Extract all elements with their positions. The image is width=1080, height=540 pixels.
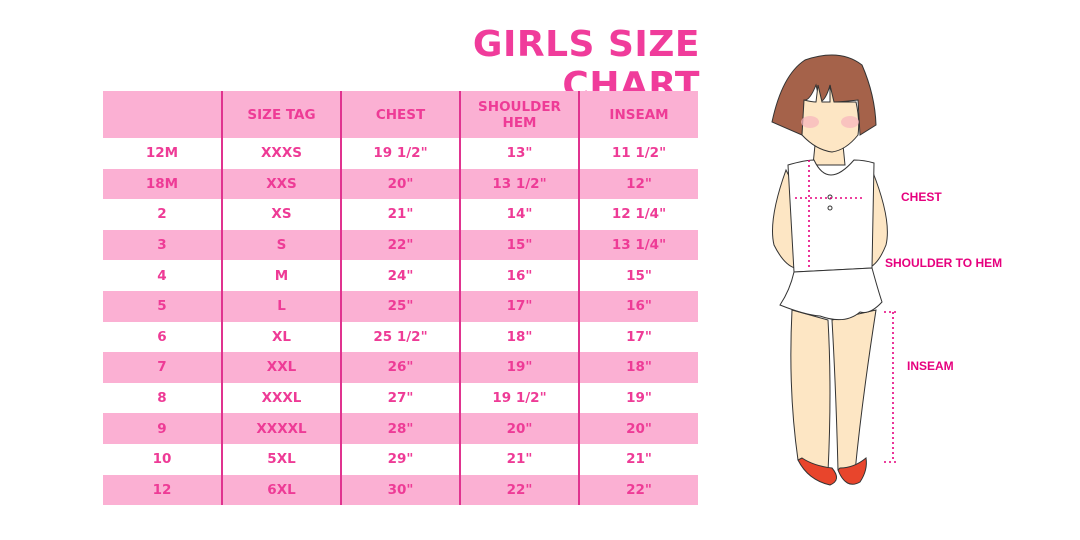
chest-label: CHEST [901, 190, 942, 204]
table-cell: XXL [221, 352, 341, 383]
skirt [779, 267, 883, 321]
table-cell: 22" [459, 474, 579, 506]
header-cell: CHEST [340, 91, 460, 138]
table-cell: 12" [578, 168, 698, 200]
table-cell: 22" [340, 229, 460, 261]
table-cell: 18M [103, 168, 222, 200]
table-cell: 17" [459, 290, 579, 322]
shirt [787, 159, 875, 273]
table-cell: 12 1/4" [578, 199, 698, 230]
table-cell: 8 [157, 390, 167, 407]
table-cell: 19" [459, 352, 579, 383]
table-cell: 14" [459, 199, 579, 230]
table-cell: 21" [459, 443, 579, 475]
table-cell: 17" [578, 321, 698, 353]
table-cell: XXXS [221, 138, 341, 169]
header-cell: SIZE TAG [221, 91, 341, 138]
table-cell: 3 [103, 229, 222, 261]
table-cell: S [221, 229, 341, 261]
legs [790, 309, 877, 473]
table-cell: 20" [459, 413, 579, 444]
table-row: 7 XXL 26" 19" 18" [103, 352, 698, 383]
size-table: SIZE TAG CHEST SHOULDER HEM INSEAM 12M XX… [103, 91, 698, 506]
table-row: 6 XL 25 1/2" 18" 17" [103, 321, 698, 353]
table-cell: 13 1/4" [578, 229, 698, 261]
table-cell: 13 1/2" [459, 168, 579, 200]
table-cell: 4 [157, 267, 167, 284]
table-cell: 12 [103, 474, 222, 506]
table-row: 8 XXXL 27" 19 1/2" 19" [103, 382, 698, 414]
table-cell: 19 1/2" [340, 138, 460, 169]
table-row: 2 XS 21" 14" 12 1/4" [103, 199, 698, 230]
shoulder-to-hem-label: SHOULDER TO HEM [885, 256, 1003, 270]
page-title: GIRLS SIZE CHART [472, 24, 700, 106]
measurement-lines [795, 160, 898, 463]
table-cell: 26" [340, 352, 460, 383]
table-cell: 22" [578, 474, 698, 506]
header-cell: INSEAM [578, 91, 698, 138]
table-cell: 2 [157, 206, 167, 223]
table-cell: 30" [340, 474, 460, 506]
table-row: 9 XXXXL 28" 20" 20" [103, 413, 698, 444]
table-cell: 9 [103, 413, 222, 444]
table-cell: 12M [145, 145, 179, 162]
table-cell: XXS [221, 168, 341, 200]
table-cell: XXXXL [221, 413, 341, 444]
table-row: 5 L 25" 17" 16" [103, 290, 698, 322]
table-cell: XS [221, 199, 341, 230]
table-cell: 24" [340, 260, 460, 291]
table-cell: 28" [340, 413, 460, 444]
table-cell: 6XL [221, 474, 341, 506]
table-cell: 20" [578, 413, 698, 444]
table-cell: 25" [340, 290, 460, 322]
table-row: 12 6XL 30" 22" 22" [103, 474, 698, 506]
table-cell: 11 1/2" [578, 138, 698, 169]
table-cell: 27" [340, 382, 460, 414]
table-cell: 13" [459, 138, 579, 169]
table-cell: 15" [459, 229, 579, 261]
girl-figure [771, 54, 888, 486]
table-cell: XXXL [221, 382, 341, 414]
table-cell: 15" [578, 260, 698, 291]
girl-illustration [771, 54, 898, 486]
table-cell: 19" [578, 382, 698, 414]
table-cell: 29" [340, 443, 460, 475]
table-cell: 7 [103, 352, 222, 383]
table-cell: 21" [340, 199, 460, 230]
table-row: 4 M 24" 16" 15" [103, 260, 698, 291]
table-row: 3 S 22" 15" 13 1/4" [103, 229, 698, 261]
table-cell: 16" [459, 260, 579, 291]
table-cell: XL [221, 321, 341, 353]
table-cell: 21" [578, 443, 698, 475]
table-row: 18M XXS 20" 13 1/2" 12" [103, 168, 698, 200]
table-cell: L [221, 290, 341, 322]
face [801, 84, 860, 153]
table-cell: 6 [157, 328, 167, 345]
inseam-label: INSEAM [907, 359, 954, 373]
table-cell: 25 1/2" [340, 321, 460, 353]
table-cell: 5 [103, 290, 222, 322]
table-cell: M [221, 260, 341, 291]
shoes [797, 457, 867, 486]
table-cell: 18" [578, 352, 698, 383]
hair [771, 54, 877, 136]
table-header-row: SIZE TAG CHEST SHOULDER HEM INSEAM [103, 91, 698, 138]
table-cell: 5XL [221, 443, 341, 475]
header-cell: SHOULDER HEM [459, 91, 579, 138]
table-row: 12M XXXS 19 1/2" 13" 11 1/2" [103, 138, 698, 169]
table-cell: 20" [340, 168, 460, 200]
table-cell: 16" [578, 290, 698, 322]
table-cell: 19 1/2" [459, 382, 579, 414]
header-cell [103, 91, 222, 138]
table-cell: 10 [152, 451, 172, 468]
table-cell: 18" [459, 321, 579, 353]
table-row: 10 5XL 29" 21" 21" [103, 443, 698, 475]
